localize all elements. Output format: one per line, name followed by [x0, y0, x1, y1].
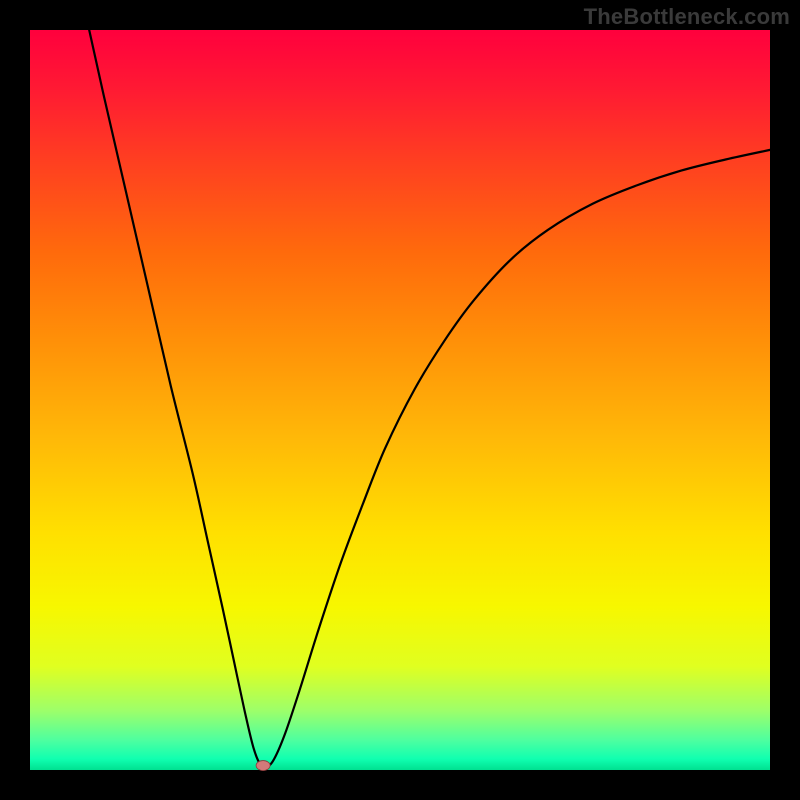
bottleneck-chart [0, 0, 800, 800]
minimum-marker [256, 761, 270, 771]
chart-container: TheBottleneck.com [0, 0, 800, 800]
watermark-text: TheBottleneck.com [584, 4, 790, 30]
plot-background [30, 30, 770, 770]
